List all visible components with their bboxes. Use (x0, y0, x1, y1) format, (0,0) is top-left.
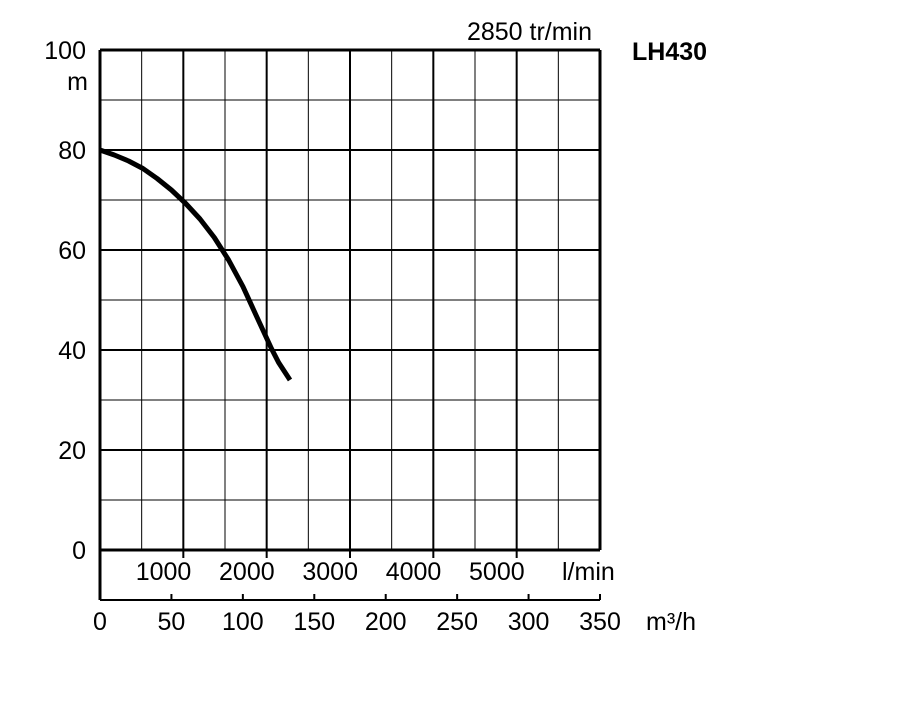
chart-labels: 2850 tr/min LH430 m l/min m³/h (67, 18, 707, 636)
lpm-tick-label: 1000 (136, 558, 192, 586)
y-tick-label: 80 (58, 137, 86, 165)
model-label: LH430 (632, 38, 707, 66)
lpm-tick-label: 4000 (386, 558, 442, 586)
lpm-axis-unit: l/min (562, 558, 615, 586)
m3h-tick-label: 200 (365, 608, 407, 636)
y-tick-label: 100 (44, 37, 86, 65)
speed-label: 2850 tr/min (467, 18, 592, 46)
chart-grid (100, 50, 600, 550)
chart-frame (98, 48, 602, 601)
lpm-tick-label: 5000 (469, 558, 525, 586)
m3h-tick-label: 50 (158, 608, 186, 636)
m3h-tick-label: 150 (293, 608, 335, 636)
lpm-tick-label: 2000 (219, 558, 275, 586)
y-tick-label: 60 (58, 237, 86, 265)
y-tick-label: 20 (58, 437, 86, 465)
m3h-tick-label: 350 (579, 608, 621, 636)
y-tick-label: 40 (58, 337, 86, 365)
performance-curve-layer (99, 147, 293, 382)
m3h-axis-unit: m³/h (646, 608, 696, 636)
lpm-tick-label: 3000 (302, 558, 358, 586)
m3h-tick-label: 300 (508, 608, 550, 636)
m3h-tick-label: 0 (93, 608, 107, 636)
y-axis-unit: m (67, 68, 88, 96)
m3h-tick-label: 100 (222, 608, 264, 636)
head-flow-curve (99, 147, 293, 382)
m3h-tick-label: 250 (436, 608, 478, 636)
y-tick-label: 0 (72, 537, 86, 565)
